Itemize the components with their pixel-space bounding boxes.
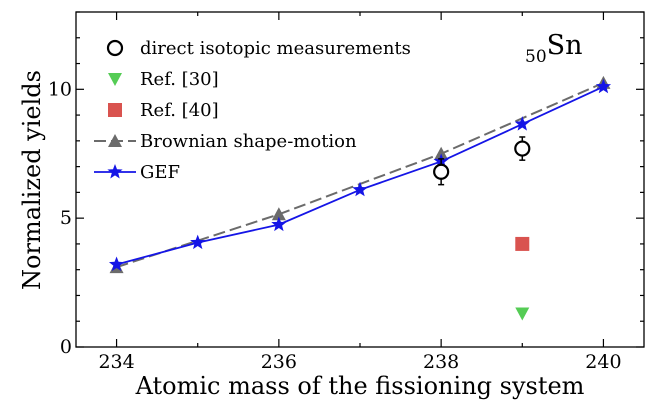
series-layer — [108, 75, 612, 321]
data-point — [352, 181, 368, 197]
legend-label: Ref. [30] — [140, 69, 219, 90]
data-point — [595, 78, 612, 94]
legend-item: GEF — [94, 162, 180, 183]
x-tick-label: 236 — [261, 351, 297, 373]
data-point — [190, 234, 206, 250]
legend-marker — [107, 164, 123, 179]
data-point — [434, 146, 449, 160]
legend-item: Brownian shape-motion — [94, 131, 357, 152]
x-tick-label: 240 — [585, 351, 621, 373]
legend-label: GEF — [140, 162, 180, 183]
axis-tick-labels: 234 236 238 240 0 5 10 — [48, 78, 622, 373]
y-tick-label: 0 — [60, 336, 72, 358]
legend: direct isotopic measurements Ref. [30] Ref… — [94, 38, 411, 183]
data-point — [271, 207, 286, 221]
data-point — [271, 216, 287, 232]
data-point — [515, 236, 530, 251]
x-tick-label: 238 — [423, 351, 459, 373]
element-mass-number: 50 — [525, 47, 547, 67]
series-0 — [433, 136, 531, 186]
series-2 — [515, 236, 530, 251]
data-point — [108, 256, 125, 272]
legend-marker — [108, 73, 122, 86]
element-annotation: 50Sn — [525, 30, 583, 67]
legend-item: Ref. [40] — [108, 100, 219, 121]
legend-item: direct isotopic measurements — [106, 38, 411, 59]
legend-label: Ref. [40] — [140, 100, 219, 121]
data-point — [515, 307, 530, 321]
legend-marker — [108, 103, 122, 117]
y-tick-label: 5 — [60, 207, 72, 229]
legend-label: Brownian shape-motion — [140, 131, 357, 152]
legend-marker — [106, 39, 124, 57]
legend-label: direct isotopic measurements — [140, 38, 411, 59]
data-point — [514, 140, 531, 157]
legend-marker — [108, 134, 122, 147]
legend-item: Ref. [30] — [108, 69, 219, 90]
y-axis-title: Normalized yields — [18, 70, 46, 290]
x-tick-label: 234 — [98, 351, 134, 373]
x-axis-title: Atomic mass of the fissioning system — [135, 372, 585, 400]
data-point — [514, 116, 530, 131]
element-symbol: Sn — [547, 30, 583, 61]
series-1 — [515, 307, 530, 321]
data-point — [433, 163, 450, 180]
y-tick-label: 10 — [48, 78, 72, 100]
axis-ticks — [76, 11, 644, 348]
